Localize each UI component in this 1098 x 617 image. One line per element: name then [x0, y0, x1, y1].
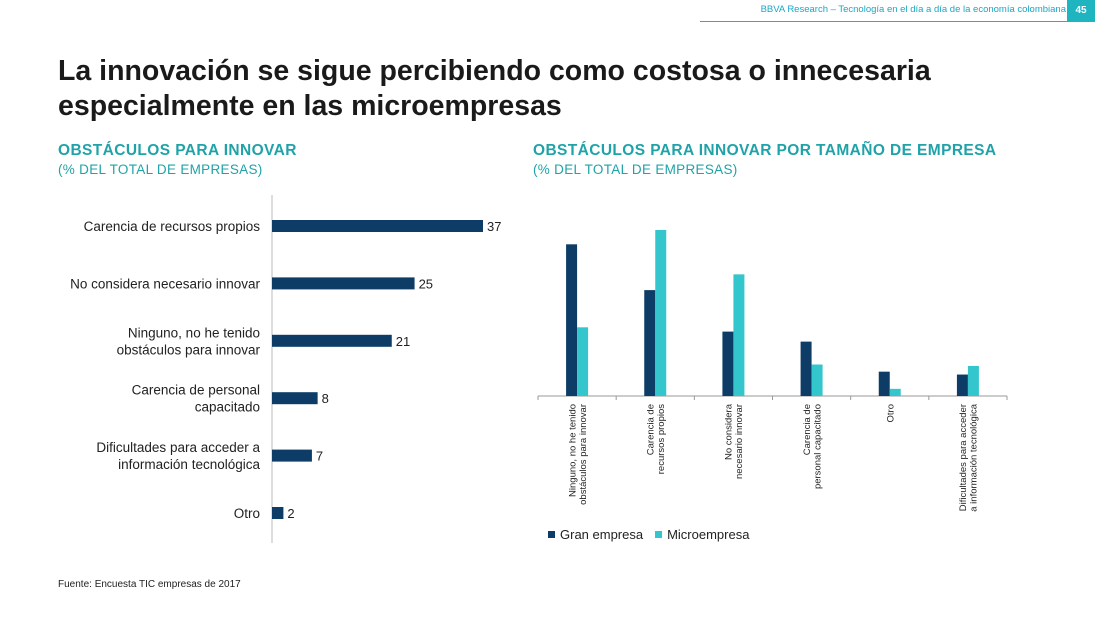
right-chart-legend: Gran empresa Microempresa [548, 527, 761, 542]
right-bar-micro-1 [655, 230, 667, 396]
right-category-label-5-0: Dificultades para acceder [958, 404, 969, 511]
right-bar-gran-1 [644, 290, 656, 396]
left-bar-3 [272, 392, 318, 405]
left-bar-0 [272, 220, 483, 232]
left-category-label-0-0: Carencia de recursos propios [84, 219, 261, 234]
left-category-label-4-1: información tecnológica [118, 457, 260, 472]
left-bar-value-0: 37 [487, 219, 501, 234]
left-bar-1 [272, 277, 415, 290]
legend-swatch-gran-empresa [548, 531, 555, 538]
right-bar-chart: Ninguno, no he tenido obstáculos para inn… [537, 230, 1008, 512]
left-bar-5 [272, 507, 284, 519]
right-chart-subtitle: (% DEL TOTAL DE EMPRESAS) [533, 162, 738, 177]
right-bar-micro-5 [967, 365, 979, 396]
right-category-label-0-0: Ninguno, no he tenido [567, 404, 578, 497]
header-text: BBVA Research – Tecnología en el día a d… [760, 4, 1066, 15]
left-category-label-3-1: capacitado [195, 400, 260, 415]
page-title-line-1: La innovación se sigue percibiendo como … [58, 55, 931, 87]
left-category-label-2-0: Ninguno, no he tenido [128, 325, 260, 340]
right-chart-title: OBSTÁCULOS PARA INNOVAR POR TAMAÑO DE EM… [533, 142, 997, 159]
left-category-label-4-0: Dificultades para acceder a [96, 440, 260, 455]
legend-item-microempresa: Microempresa [655, 527, 749, 542]
right-bar-micro-2 [733, 274, 745, 396]
left-chart-title: OBSTÁCULOS PARA INNOVAR [58, 142, 297, 159]
right-category-label-1-0: Carencia de [646, 404, 657, 455]
left-category-label-1-0: No considera necesario innovar [70, 276, 260, 291]
legend-label-microempresa: Microempresa [667, 527, 750, 542]
right-category-label-5-1: a información tecnológica [969, 403, 980, 511]
legend-swatch-microempresa [655, 531, 663, 538]
header-divider [700, 21, 1095, 22]
right-bar-micro-3 [811, 364, 823, 396]
right-category-label-1-1: recursos propios [656, 404, 667, 474]
left-chart-subtitle: (% DEL TOTAL DE EMPRESAS) [58, 162, 263, 177]
right-category-label-3-0: Carencia de [802, 404, 813, 455]
left-bar-chart: 37 Carencia de recursos propios 25 No consi… [70, 195, 501, 543]
left-bar-4 [272, 449, 312, 462]
page-title-line-2: especialmente en las microempresas [58, 90, 562, 122]
right-bar-gran-2 [722, 331, 734, 396]
right-category-label-4-0: Otro [885, 404, 896, 422]
left-bar-value-4: 7 [316, 449, 323, 464]
right-category-label-2-0: No considera [724, 403, 735, 460]
right-bar-micro-4 [889, 388, 901, 396]
left-bar-value-2: 21 [396, 334, 410, 349]
right-bar-gran-5 [956, 374, 968, 396]
legend-item-gran-empresa: Gran empresa [548, 527, 643, 542]
right-bar-micro-0 [577, 327, 589, 396]
left-category-label-5-0: Otro [234, 506, 260, 521]
right-bar-gran-4 [878, 371, 890, 396]
left-bar-value-3: 8 [322, 391, 329, 406]
left-category-label-3-0: Carencia de personal [132, 383, 260, 398]
right-category-label-3-1: personal capacitado [812, 404, 823, 489]
left-bar-value-5: 2 [287, 506, 294, 521]
left-bar-2 [272, 334, 392, 347]
right-category-label-2-1: necesario innovar [734, 404, 745, 479]
left-bar-value-1: 25 [419, 276, 433, 291]
source-note: Fuente: Encuesta TIC empresas de 2017 [58, 579, 241, 590]
page-title: La innovación se sigue percibiendo como … [58, 54, 1058, 124]
right-bar-gran-3 [800, 341, 812, 396]
right-category-label-0-1: obstáculos para innovar [578, 404, 589, 505]
right-bar-gran-0 [566, 244, 578, 396]
header-bar: BBVA Research – Tecnología en el día a d… [0, 0, 1098, 22]
page-number: 45 [1067, 0, 1095, 21]
legend-label-gran-empresa: Gran empresa [560, 527, 644, 542]
left-category-label-2-1: obstáculos para innovar [117, 342, 261, 357]
